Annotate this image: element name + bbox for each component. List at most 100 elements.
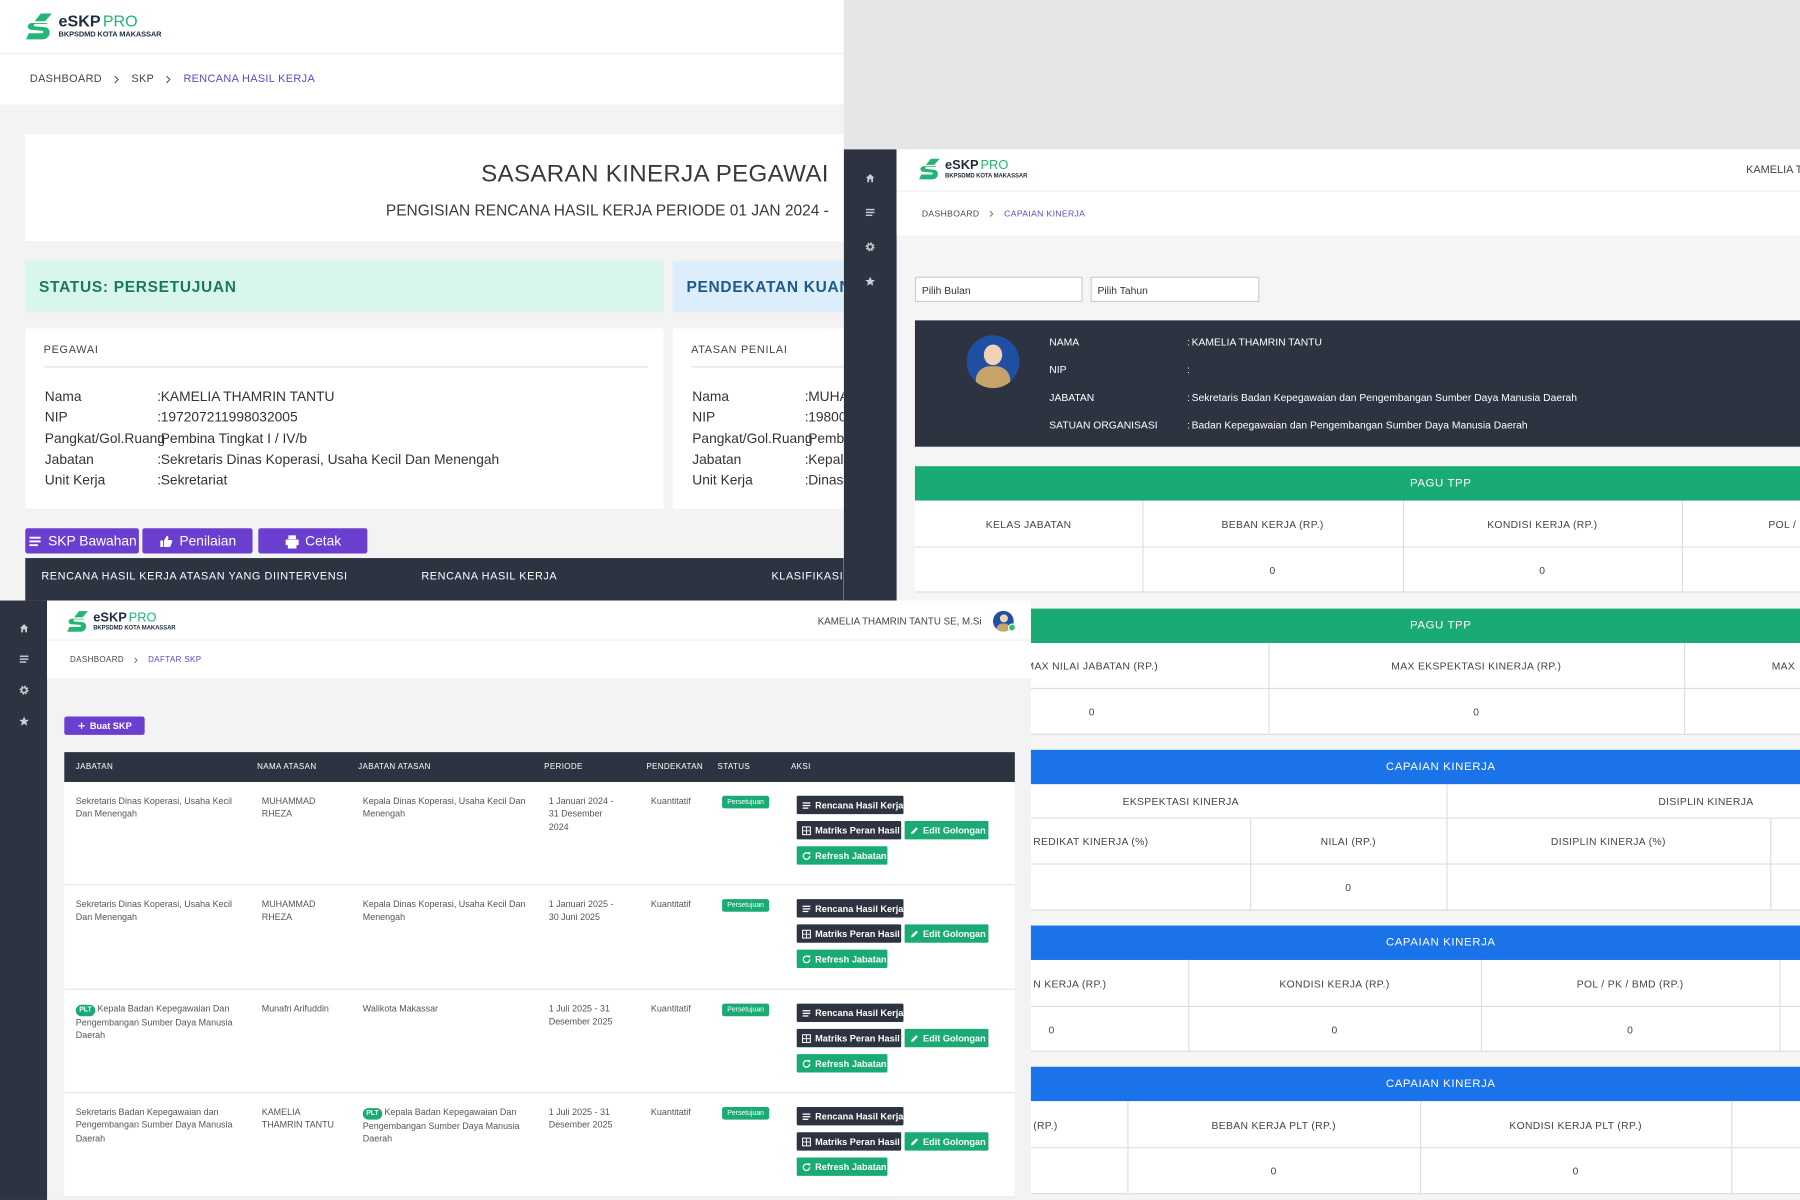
table-cell-text: KELAS JABATAN xyxy=(915,501,1142,548)
table-cell-text: 0 xyxy=(1250,865,1446,911)
select-input[interactable]: Pilih Tahun xyxy=(1090,276,1260,303)
row-action-button[interactable]: Edit Golongan xyxy=(904,1132,989,1151)
button-icon xyxy=(802,851,811,860)
field-label: Unit Kerja xyxy=(44,472,106,489)
create-button[interactable]: Buat SKP xyxy=(64,716,145,735)
profile-value: Badan Kepegawaian dan Pengembangan Sumbe… xyxy=(1191,419,1528,431)
row-action-button[interactable]: Refresh Jabatan xyxy=(796,846,888,865)
button-label: Buat SKP xyxy=(89,720,132,731)
logo: eSKP PRO BKPSDMD KOTA MAKASSAR xyxy=(25,10,186,44)
profile-separator: : xyxy=(1187,336,1190,348)
table-header-cell: RENCANA HASIL KERJA ATASAN YANG DIINTERV… xyxy=(41,570,348,583)
avatar-body xyxy=(996,623,1011,632)
select-input[interactable]: Pilih Bulan xyxy=(914,276,1083,303)
button-label: Edit Golongan xyxy=(922,928,986,939)
field-value: 19800 xyxy=(808,409,844,426)
row-action-button[interactable]: Matriks Peran Hasil xyxy=(796,1028,902,1048)
cell-border xyxy=(1268,688,1270,735)
cell-label: 0 xyxy=(1345,881,1352,894)
row-action-button[interactable]: Edit Golongan xyxy=(904,821,989,840)
breadcrumb-separator xyxy=(134,657,138,664)
table-cell-text: 0 xyxy=(1188,1007,1481,1052)
button-icon xyxy=(802,905,811,912)
status-badge: Persetujuan xyxy=(722,1003,770,1017)
cell-text: Sekretaris Dinas Koperasi, Usaha Kecil D… xyxy=(75,899,232,923)
cell-label: 0 xyxy=(1048,1023,1055,1036)
row-action-button[interactable]: Rencana Hasil Kerja xyxy=(796,1003,904,1022)
section-title: CAPAIAN KINERJA xyxy=(1385,936,1496,950)
button-label: SKP Bawahan xyxy=(48,532,137,549)
row-action-button[interactable]: Refresh Jabatan xyxy=(796,1054,888,1073)
logo-suffix: PRO xyxy=(128,609,157,625)
button-icon xyxy=(911,1034,918,1042)
cell-text: Sekretaris Badan Kepegawaian dan Pengemb… xyxy=(75,1106,233,1144)
row-action-button[interactable]: Edit Golongan xyxy=(904,1028,989,1048)
cell-text: Sekretaris Dinas Koperasi, Usaha Kecil D… xyxy=(75,795,232,820)
cell-border xyxy=(1420,1148,1422,1195)
card-heading: PEGAWAI xyxy=(43,343,99,357)
table-row xyxy=(914,688,1800,735)
action-button[interactable]: Cetak xyxy=(258,528,368,554)
pendekatan-cell: Kuantitatif xyxy=(651,1106,714,1163)
periode-cell: 1 Januari 2024 - 31 Desember 2024 xyxy=(549,795,625,852)
row-action-button[interactable]: Edit Golongan xyxy=(904,924,989,943)
logo-name: eSKP xyxy=(93,609,127,625)
breadcrumb-separator xyxy=(166,75,171,84)
breadcrumb: DASHBOARD SKP RENCANA HASIL KERJA xyxy=(30,73,315,86)
table-row xyxy=(914,547,1800,593)
row-action-button[interactable]: Rencana Hasil Kerja xyxy=(796,1106,904,1126)
row-action-button[interactable]: Refresh Jabatan xyxy=(796,949,888,969)
cell-label: EKSPEKTASI KINERJA xyxy=(1122,795,1239,808)
section-title: CAPAIAN KINERJA xyxy=(1385,1077,1496,1091)
cell-label: BEBAN KERJA PLT (RP.) xyxy=(1211,1119,1336,1131)
cell-label: 0 xyxy=(1539,564,1546,576)
row-action-button[interactable]: Refresh Jabatan xyxy=(796,1157,888,1176)
cell-border xyxy=(1446,864,1448,911)
status-text: Persetujuan xyxy=(727,1006,765,1014)
status-text: Persetujuan xyxy=(727,1109,765,1117)
profile-label: NAMA xyxy=(1049,336,1080,348)
table-cell-text: MAX NILAI JABATAN (RP.) xyxy=(915,643,1269,689)
field-separator: : xyxy=(804,451,809,468)
avatar-body xyxy=(975,366,1011,389)
profile-label: JABATAN xyxy=(1049,391,1095,404)
table-cell-text: EKSPEKTASI KINERJA xyxy=(915,784,1447,818)
action-button[interactable]: Penilaian xyxy=(142,528,253,554)
avatar-face xyxy=(999,614,1008,623)
select-placeholder: Pilih Bulan xyxy=(921,284,971,296)
profile-label: NIP xyxy=(1049,364,1067,376)
button-label: Matriks Peran Hasil xyxy=(815,1136,900,1147)
logo-mark xyxy=(67,611,88,632)
plt-badge: PLT xyxy=(362,1108,383,1120)
table-cell-text: 0 xyxy=(1269,689,1685,735)
card-divider xyxy=(43,366,648,368)
cell-border xyxy=(1770,818,1772,865)
button-icon xyxy=(802,1059,811,1068)
profile-separator: : xyxy=(1187,391,1190,404)
cell-label: DISIPLIN KINERJA xyxy=(1658,795,1754,808)
table-cell-text: 0 xyxy=(1142,548,1403,593)
row-action-button[interactable]: Matriks Peran Hasil xyxy=(796,821,902,840)
cell-border xyxy=(1779,1007,1781,1052)
cell-label: (RP.) xyxy=(1033,1119,1058,1131)
table-row xyxy=(914,864,1800,911)
status-badge: Persetujuan xyxy=(722,899,770,912)
row-action-button[interactable]: Rencana Hasil Kerja xyxy=(796,795,904,815)
cell-text: Kuantitatif xyxy=(650,1106,691,1118)
row-action-button[interactable]: Rencana Hasil Kerja xyxy=(796,899,904,918)
cell-label: NILAI (RP.) xyxy=(1320,835,1376,848)
row-action-button[interactable]: Matriks Peran Hasil xyxy=(796,1132,902,1151)
pendekatan-cell: Kuantitatif xyxy=(651,1002,714,1059)
cell-label: KONDISI KERJA (RP.) xyxy=(1487,518,1598,530)
breadcrumb-item: DASHBOARD xyxy=(70,656,125,665)
sidebar-icon-home xyxy=(19,624,28,633)
cell-text: 1 Januari 2025 - 30 Juni 2025 xyxy=(548,899,614,923)
cell-border xyxy=(1268,643,1270,689)
action-button[interactable]: SKP Bawahan xyxy=(25,528,139,554)
breadcrumb-item: DASHBOARD xyxy=(921,208,980,219)
row-action-button[interactable]: Matriks Peran Hasil xyxy=(796,924,902,943)
profile-value: KAMELIA THAMRIN TANTU xyxy=(1191,336,1322,348)
table-cell-text: KONDISI KERJA PLT (RP.) xyxy=(1420,1101,1731,1148)
field-label: Pangkat/Gol.Ruang xyxy=(692,430,813,447)
